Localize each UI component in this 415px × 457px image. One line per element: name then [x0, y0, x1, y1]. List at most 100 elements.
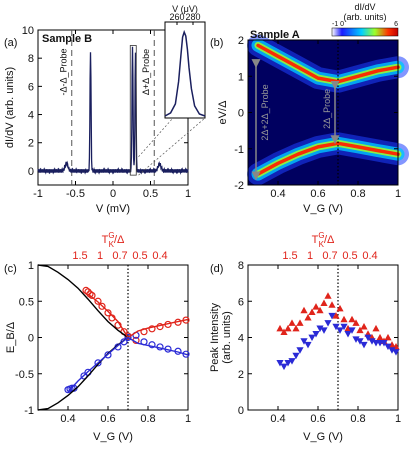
data-point	[328, 301, 336, 308]
colorbar-min: -1 0	[332, 21, 344, 28]
data-point	[352, 319, 360, 326]
data-point	[104, 309, 112, 317]
data-point	[124, 333, 132, 342]
spectrum-line	[37, 46, 189, 176]
data-point	[300, 338, 308, 345]
data-point	[372, 324, 380, 332]
panel-b-label: (b)	[210, 37, 223, 49]
data-point	[316, 306, 324, 314]
y-tick-label: 4	[28, 110, 34, 122]
top-tick-label: 0.5	[132, 250, 147, 262]
data-point	[300, 306, 308, 314]
y-tick-label: 2	[238, 369, 244, 381]
zoom-box	[129, 45, 137, 176]
data-point	[82, 286, 90, 294]
colorbar	[331, 27, 399, 37]
y-axis-label: eV/Δ	[217, 100, 229, 125]
panel-a-label: (a)	[4, 37, 17, 49]
data-point	[284, 359, 292, 367]
y-tick-label: 0	[238, 108, 244, 120]
data-point	[340, 323, 348, 331]
colorbar-title: dI/dV	[354, 2, 375, 12]
y-tick-label: 1	[238, 71, 244, 83]
panel-a-title: Sample B	[42, 33, 92, 45]
top-tick-label: 0.5	[342, 250, 357, 262]
top-tick-label: 0.7	[112, 250, 127, 262]
data-point	[348, 315, 356, 323]
panel-b: (b) Sample A 0.4 0.6 0.8 1 -2 -1 0 1 2 V_G (V) eV/Δ d…	[210, 2, 409, 215]
heatmap-ridge	[256, 43, 400, 84]
y-axis-label: dI/dV (arb. units)	[4, 67, 16, 148]
data-point	[80, 372, 88, 380]
data-point	[384, 333, 392, 341]
data-point	[276, 359, 284, 367]
data-point	[308, 308, 316, 316]
x-tick-label: 0.4	[270, 188, 285, 200]
fit-line	[87, 293, 189, 339]
data-point	[360, 341, 368, 349]
data-point	[148, 325, 156, 333]
y-tick-label: 0	[238, 405, 244, 417]
heatmap-ridge	[256, 141, 400, 176]
data-point	[376, 333, 384, 341]
data-point	[368, 338, 376, 345]
panel-b-title: Sample A	[250, 29, 300, 41]
data-point	[320, 327, 328, 334]
data-point	[332, 312, 340, 319]
y-tick-label: 2	[238, 35, 244, 47]
top-tick-label: 1	[307, 250, 313, 262]
x-axis-label: V (mV)	[96, 203, 130, 215]
data-point	[348, 327, 356, 334]
data-point	[296, 319, 304, 326]
data-point	[388, 347, 396, 354]
colorbar-units: (arb. units)	[343, 12, 386, 22]
y-tick-label: 2	[28, 138, 34, 150]
data-point	[324, 320, 332, 327]
x-tick-label: 1	[395, 413, 401, 425]
y-axis-label: Peak Intensity	[209, 302, 221, 372]
data-point	[86, 290, 94, 298]
panel-c: (c) 0.4 0.6 0.8 1 -1 -0.5 0 0.5 1 V_G (V) E_B/Δ 1.5 1…	[4, 231, 191, 443]
x-tick-label: 0.8	[140, 413, 155, 425]
data-point	[280, 328, 288, 335]
panel-d: (d) 0.4 0.6 0.8 1 0 2 4 6 8 V_G (V) Peak Intensity(…	[209, 231, 401, 443]
fit-line	[67, 336, 189, 393]
inset-tick-label: 280	[185, 12, 200, 22]
data-point	[312, 330, 320, 338]
data-point	[98, 302, 106, 310]
inset-x-label: V (μV)	[172, 4, 198, 14]
top-axis-label: TG K/Δ	[102, 231, 125, 249]
data-point	[280, 363, 288, 371]
x-tick-label: 0.4	[60, 413, 75, 425]
data-point	[304, 341, 312, 349]
x-axis-label: V_G (V)	[303, 203, 343, 215]
data-point	[292, 352, 300, 360]
x-tick-label: 0.5	[143, 188, 158, 200]
data-point	[352, 336, 360, 343]
data-point	[320, 299, 328, 306]
plot-frame	[247, 264, 399, 411]
data-point	[336, 327, 344, 334]
annotation-left: -Δ-Δ_Probe	[59, 48, 69, 95]
panel-c-label: (c)	[4, 263, 17, 275]
y-tick-label: -1	[24, 405, 34, 417]
data-point	[384, 343, 392, 351]
x-tick-label: 0.8	[350, 413, 365, 425]
zoom-connector	[138, 117, 206, 176]
data-point	[392, 349, 400, 356]
annotation-left: 2Δ+2Δ_Probe	[260, 84, 270, 140]
x-tick-label: 1	[185, 413, 191, 425]
y-axis-label: E_B/Δ	[5, 321, 17, 353]
x-axis-label: V_G (V)	[93, 431, 133, 443]
top-tick-label: 1.5	[72, 250, 87, 262]
data-point	[292, 324, 300, 332]
top-tick-label: 0.7	[322, 250, 337, 262]
data-point	[328, 312, 336, 320]
data-point	[356, 338, 364, 345]
inset-frame	[164, 21, 206, 119]
data-point	[296, 347, 304, 354]
y-axis-label-units: (arb. units)	[221, 311, 233, 364]
panel-d-label: (d)	[210, 263, 223, 275]
data-point	[288, 358, 296, 365]
data-point	[148, 341, 156, 349]
